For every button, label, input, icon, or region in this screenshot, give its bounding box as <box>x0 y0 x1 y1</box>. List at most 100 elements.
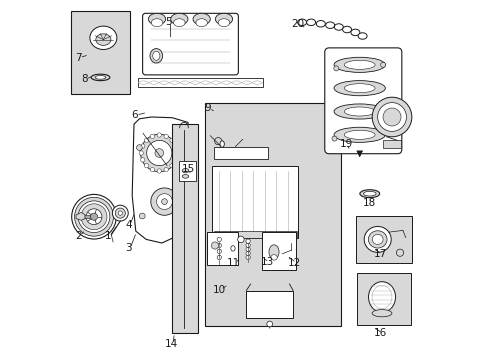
Bar <box>213 231 296 238</box>
Bar <box>355 216 411 263</box>
Circle shape <box>169 163 174 168</box>
Bar <box>356 273 410 325</box>
Circle shape <box>75 197 113 236</box>
Text: 15: 15 <box>182 164 195 174</box>
FancyBboxPatch shape <box>142 13 238 75</box>
Circle shape <box>245 247 250 252</box>
Circle shape <box>144 163 148 168</box>
Circle shape <box>157 133 161 137</box>
Ellipse shape <box>230 246 235 251</box>
Text: 3: 3 <box>125 243 132 253</box>
Ellipse shape <box>333 104 385 119</box>
Bar <box>207 232 238 265</box>
Circle shape <box>78 201 110 233</box>
Circle shape <box>150 134 154 139</box>
Ellipse shape <box>215 13 232 25</box>
Circle shape <box>136 145 142 150</box>
Circle shape <box>169 138 174 143</box>
Circle shape <box>331 136 336 141</box>
Ellipse shape <box>344 60 374 69</box>
Text: 1: 1 <box>105 231 111 241</box>
Text: 5: 5 <box>165 17 172 27</box>
Circle shape <box>371 97 411 137</box>
Bar <box>246 291 292 318</box>
Ellipse shape <box>342 26 351 33</box>
Circle shape <box>173 144 178 148</box>
Circle shape <box>396 249 403 256</box>
Circle shape <box>72 194 116 239</box>
Text: 14: 14 <box>165 339 178 349</box>
Ellipse shape <box>333 57 385 72</box>
Bar <box>71 11 130 94</box>
Bar <box>138 78 262 87</box>
Bar <box>382 140 400 148</box>
FancyBboxPatch shape <box>324 48 401 154</box>
Ellipse shape <box>368 282 395 312</box>
Circle shape <box>245 251 250 256</box>
Ellipse shape <box>218 19 229 27</box>
Ellipse shape <box>371 234 382 244</box>
Circle shape <box>118 211 122 215</box>
Circle shape <box>245 255 250 260</box>
Circle shape <box>90 213 98 220</box>
Circle shape <box>139 213 145 219</box>
Ellipse shape <box>270 255 277 260</box>
Circle shape <box>333 66 338 71</box>
Circle shape <box>161 199 167 204</box>
Text: 19: 19 <box>339 139 352 149</box>
Circle shape <box>139 151 143 155</box>
Circle shape <box>217 255 221 260</box>
Text: 18: 18 <box>363 198 376 208</box>
Circle shape <box>181 217 187 222</box>
Circle shape <box>217 243 221 248</box>
Text: 4: 4 <box>125 220 132 230</box>
Circle shape <box>155 149 163 157</box>
Ellipse shape <box>182 168 188 173</box>
Ellipse shape <box>152 51 160 60</box>
Ellipse shape <box>367 231 386 248</box>
Circle shape <box>81 204 107 230</box>
Bar <box>84 215 90 218</box>
Circle shape <box>146 140 171 166</box>
Circle shape <box>86 209 102 225</box>
Bar <box>261 232 295 270</box>
Bar <box>212 166 298 238</box>
Circle shape <box>245 243 250 247</box>
Ellipse shape <box>344 84 374 93</box>
Ellipse shape <box>333 81 385 96</box>
Circle shape <box>237 236 244 243</box>
Ellipse shape <box>363 192 375 196</box>
Circle shape <box>377 103 406 131</box>
Text: 8: 8 <box>81 74 87 84</box>
Ellipse shape <box>316 21 325 27</box>
Bar <box>171 124 197 333</box>
Circle shape <box>157 169 161 173</box>
Circle shape <box>245 239 250 243</box>
Text: 17: 17 <box>373 249 386 259</box>
Ellipse shape <box>344 130 374 139</box>
Circle shape <box>156 194 172 210</box>
Ellipse shape <box>170 13 187 25</box>
Text: 10: 10 <box>212 285 225 295</box>
Circle shape <box>175 151 179 155</box>
Ellipse shape <box>344 107 374 116</box>
Circle shape <box>140 144 144 148</box>
Ellipse shape <box>325 22 334 28</box>
Text: 16: 16 <box>373 328 386 338</box>
Ellipse shape <box>173 19 185 27</box>
Text: 11: 11 <box>226 258 239 268</box>
Circle shape <box>211 242 218 249</box>
Circle shape <box>140 134 178 172</box>
Ellipse shape <box>220 141 224 147</box>
Bar <box>179 161 196 181</box>
Polygon shape <box>132 117 189 243</box>
Ellipse shape <box>96 34 111 45</box>
Circle shape <box>214 138 222 145</box>
Text: 6: 6 <box>131 110 138 120</box>
Ellipse shape <box>334 24 343 30</box>
Ellipse shape <box>350 29 359 36</box>
Circle shape <box>382 108 400 126</box>
Circle shape <box>115 208 125 218</box>
Ellipse shape <box>196 19 207 27</box>
Text: 20: 20 <box>291 19 304 30</box>
